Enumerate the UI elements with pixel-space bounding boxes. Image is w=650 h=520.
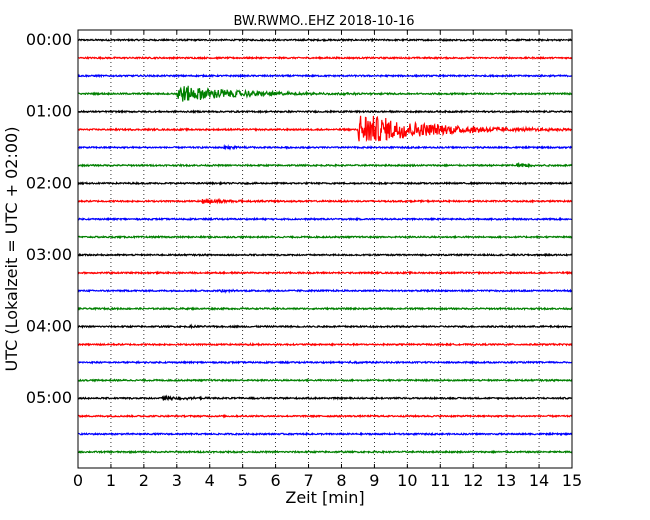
- x-tick-label: 0: [73, 471, 83, 490]
- trace-layer: [77, 37, 573, 455]
- trace-line: [77, 413, 573, 419]
- trace-line: [77, 360, 573, 365]
- trace-line: [77, 270, 573, 276]
- x-tick-label: 6: [271, 471, 281, 490]
- trace-line: [77, 252, 573, 258]
- x-tick-label: 11: [430, 471, 450, 490]
- plot-frame: [77, 29, 573, 469]
- y-tick-label: 05:00: [26, 388, 72, 407]
- trace-line: [77, 197, 573, 205]
- trace-line: [77, 115, 573, 143]
- trace-line: [77, 431, 573, 437]
- trace-line: [77, 323, 573, 330]
- chart-title: BW.RWMO..EHZ 2018-10-16: [233, 14, 414, 29]
- x-tick-label: 5: [238, 471, 248, 490]
- trace-line: [77, 55, 573, 61]
- trace-line: [77, 288, 573, 294]
- x-tick-label: 8: [336, 471, 346, 490]
- axis-ticks: 0 1 2 3 4 5 6 7 8 9 10 11 12 13 14 1500:0001:0002:0003:…: [26, 30, 582, 490]
- trace-line: [77, 161, 573, 169]
- x-tick-label: 15: [562, 471, 582, 490]
- x-tick-label: 7: [303, 471, 313, 490]
- x-tick-label: 12: [463, 471, 483, 490]
- y-tick-label: 01:00: [26, 102, 72, 121]
- grid: [110, 30, 540, 468]
- trace-line: [77, 377, 573, 383]
- y-axis-label: UTC (Lokalzeit = UTC + 02:00): [2, 127, 21, 372]
- trace-line: [77, 37, 573, 43]
- x-tick-label: 14: [529, 471, 549, 490]
- trace-line: [77, 449, 573, 455]
- x-tick-label: 4: [205, 471, 215, 490]
- x-tick-label: 2: [139, 471, 149, 490]
- y-tick-label: 00:00: [26, 30, 72, 49]
- x-tick-label: 1: [106, 471, 116, 490]
- trace-line: [77, 109, 573, 115]
- x-tick-label: 9: [369, 471, 379, 490]
- trace-line: [77, 85, 573, 102]
- x-tick-label: 13: [496, 471, 516, 490]
- y-tick-label: 03:00: [26, 245, 72, 264]
- y-tick-label: 02:00: [26, 173, 72, 192]
- trace-line: [77, 216, 573, 222]
- trace-line: [77, 306, 573, 312]
- y-tick-label: 04:00: [26, 317, 72, 336]
- trace-line: [77, 180, 573, 186]
- trace-line: [77, 234, 573, 240]
- trace-line: [77, 73, 573, 79]
- trace-line: [77, 394, 573, 402]
- trace-line: [77, 143, 573, 151]
- trace-line: [77, 342, 573, 347]
- x-tick-label: 3: [172, 471, 182, 490]
- x-tick-label: 10: [397, 471, 417, 490]
- x-axis-label: Zeit [min]: [285, 488, 364, 507]
